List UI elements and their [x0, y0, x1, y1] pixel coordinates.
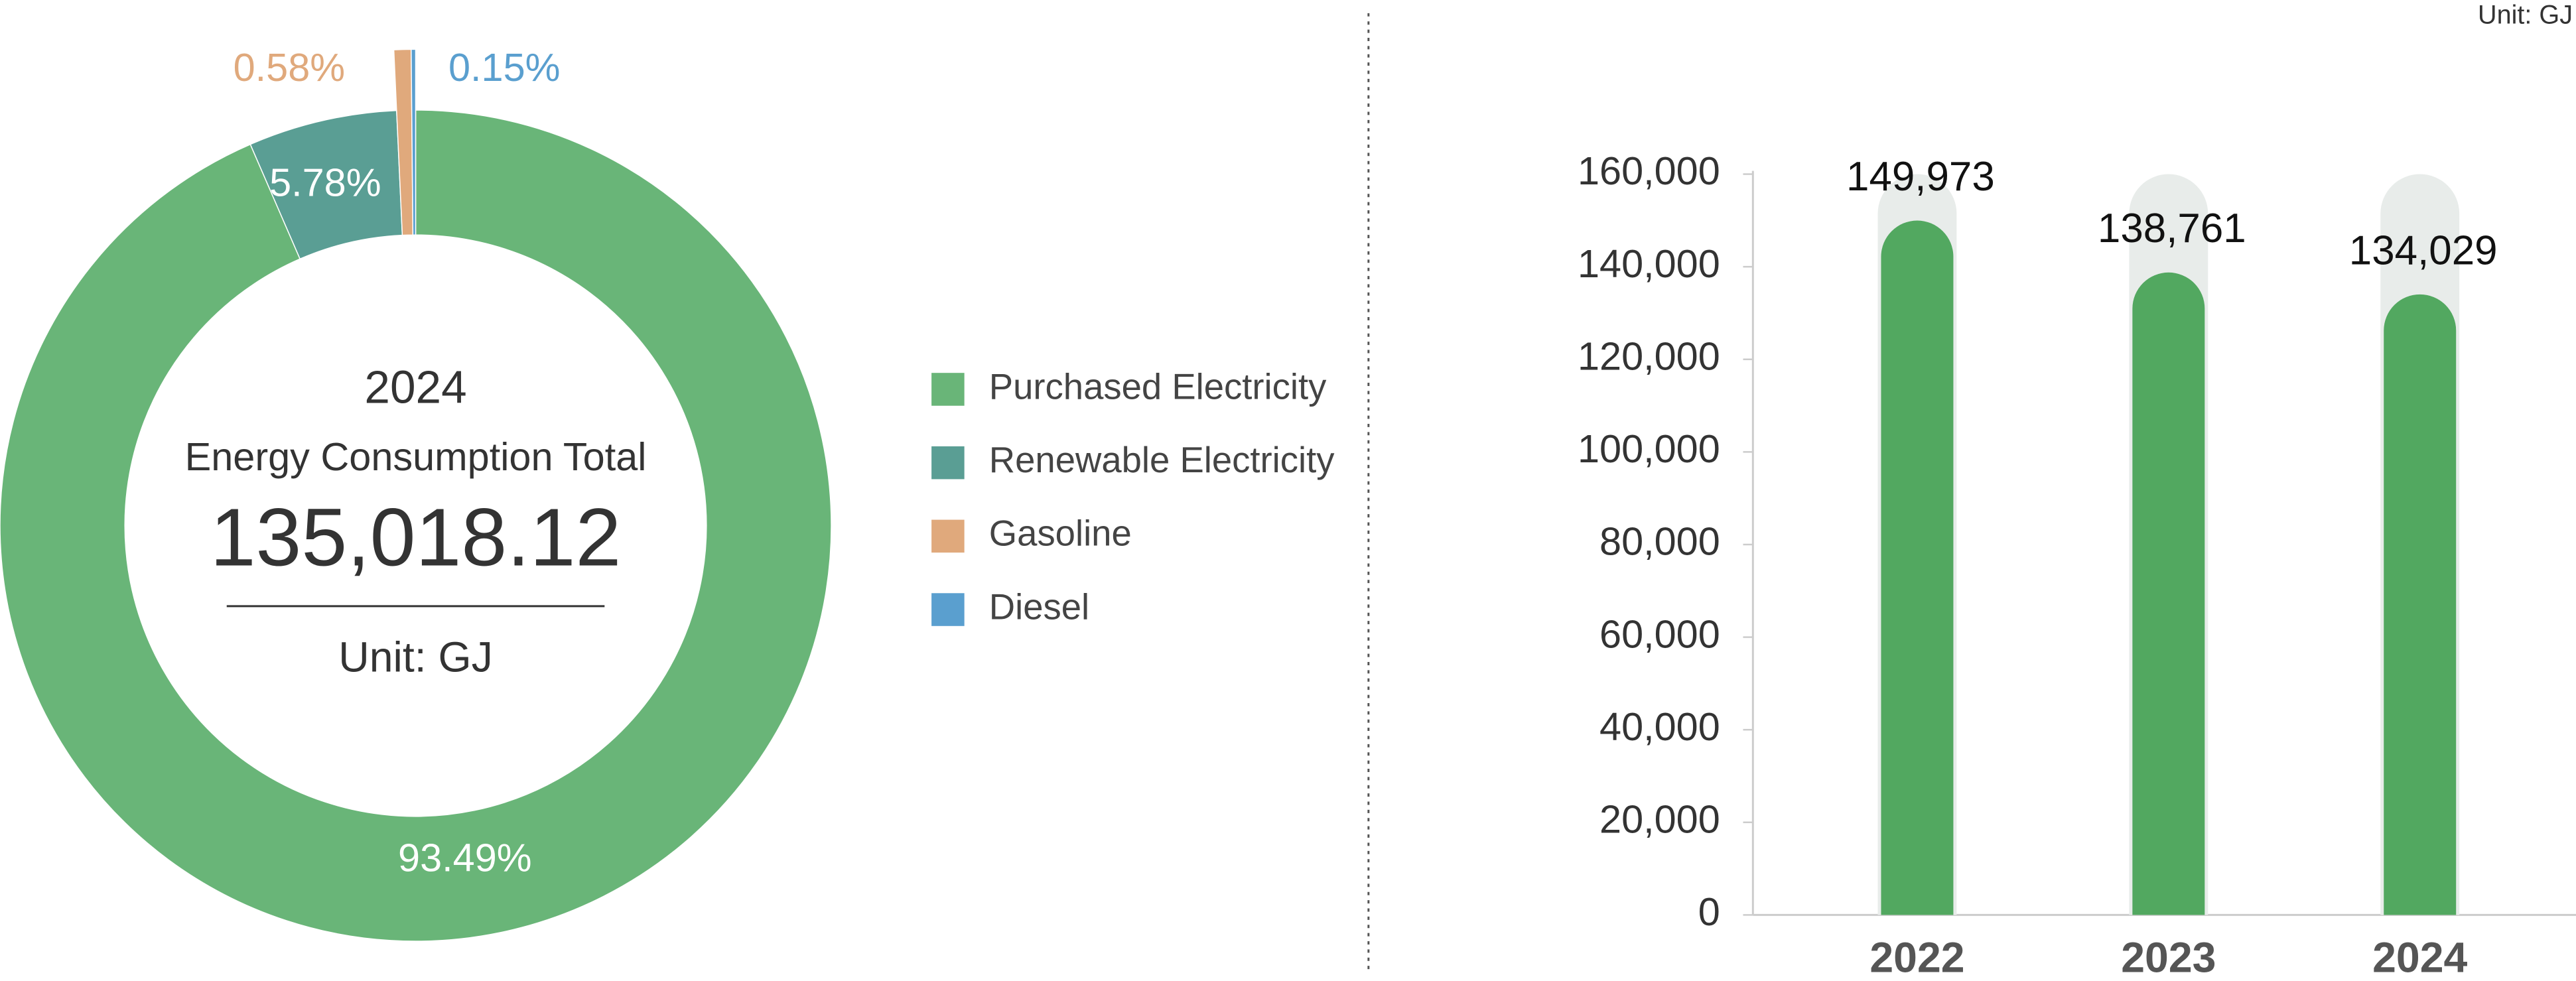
- legend-swatch: [931, 593, 965, 626]
- value-label: 149,973: [1846, 154, 1995, 200]
- legend-label: Gasoline: [989, 513, 1132, 554]
- center-label: Energy Consumption Total: [185, 434, 647, 479]
- slice-label: 0.15%: [448, 45, 561, 90]
- y-tick-label: 160,000: [1578, 149, 1720, 193]
- unit-label: Unit: GJ: [2478, 0, 2573, 29]
- x-tick-label: 2022: [1869, 934, 1964, 981]
- bar: [2384, 294, 2457, 915]
- y-tick-label: 100,000: [1578, 426, 1720, 471]
- legend-swatch: [931, 373, 965, 406]
- y-tick-label: 40,000: [1599, 704, 1720, 749]
- y-tick-label: 120,000: [1578, 334, 1720, 378]
- legend-label: Renewable Electricity: [989, 440, 1335, 480]
- y-tick-label: 80,000: [1599, 519, 1720, 564]
- value-label: 134,029: [2349, 228, 2498, 273]
- y-tick-label: 20,000: [1599, 797, 1720, 841]
- legend-label: Diesel: [989, 586, 1089, 627]
- center-year: 2024: [364, 361, 466, 413]
- y-tick-label: 60,000: [1599, 612, 1720, 656]
- legend-swatch: [931, 446, 965, 480]
- center-unit: Unit: GJ: [338, 633, 493, 681]
- x-tick-label: 2023: [2121, 934, 2216, 981]
- legend-swatch: [931, 519, 965, 553]
- center-total: 135,018.12: [210, 491, 622, 583]
- slice-label: 5.78%: [269, 161, 381, 205]
- slice-label: 93.49%: [398, 835, 532, 880]
- slice-label: 0.58%: [234, 45, 346, 90]
- legend-label: Purchased Electricity: [989, 366, 1327, 407]
- value-label: 138,761: [2098, 206, 2246, 251]
- y-tick-label: 140,000: [1578, 241, 1720, 286]
- x-tick-label: 2024: [2372, 934, 2467, 981]
- bar: [2132, 272, 2205, 915]
- bar: [1881, 220, 1954, 915]
- y-tick-label: 0: [1698, 889, 1720, 934]
- donut-center: [125, 235, 707, 817]
